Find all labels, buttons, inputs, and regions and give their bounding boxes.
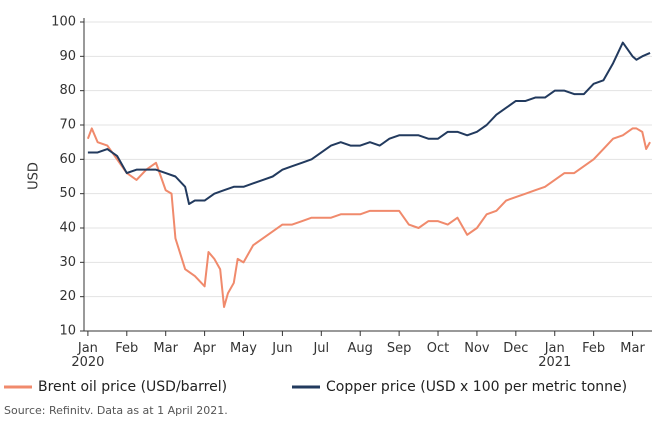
x-tick-label: Apr: [193, 341, 216, 356]
y-tick-label: 60: [59, 152, 76, 167]
y-tick-label: 50: [59, 186, 76, 201]
y-tick-label: 40: [59, 221, 76, 236]
y-tick-label: 10: [59, 324, 76, 339]
x-tick-label: Feb: [582, 341, 605, 356]
series-line: [86, 127, 651, 308]
x-tick-label: Nov: [464, 341, 490, 356]
x-tick-label: Jan 2021: [538, 341, 571, 370]
y-tick-label: 30: [59, 255, 76, 270]
x-tick-label: May: [230, 341, 257, 356]
series-line: [87, 41, 651, 205]
x-tick-label: Mar: [153, 341, 178, 356]
x-tick-label: Aug: [348, 341, 373, 356]
y-tick-label: 90: [59, 49, 76, 64]
x-tick-label: Jun: [271, 341, 292, 356]
x-tick-label: Mar: [620, 341, 645, 356]
legend-label: Copper price (USD x 100 per metric tonne…: [326, 379, 627, 395]
y-tick-label: 70: [59, 118, 76, 133]
y-tick-label: 100: [51, 15, 76, 30]
y-tick-label: 80: [59, 83, 76, 98]
x-tick-label: Sep: [387, 341, 412, 356]
x-tick-label: Jul: [312, 341, 329, 356]
y-tick-label: 20: [59, 289, 76, 304]
y-axis-label: USD: [27, 162, 42, 190]
source-note: Source: Refinitv. Data as at 1 April 202…: [4, 404, 228, 417]
x-tick-label: Jan 2020: [71, 341, 104, 370]
x-tick-label: Dec: [503, 341, 528, 356]
x-tick-label: Oct: [427, 341, 449, 356]
x-tick-label: Feb: [115, 341, 138, 356]
legend-label: Brent oil price (USD/barrel): [38, 379, 227, 395]
